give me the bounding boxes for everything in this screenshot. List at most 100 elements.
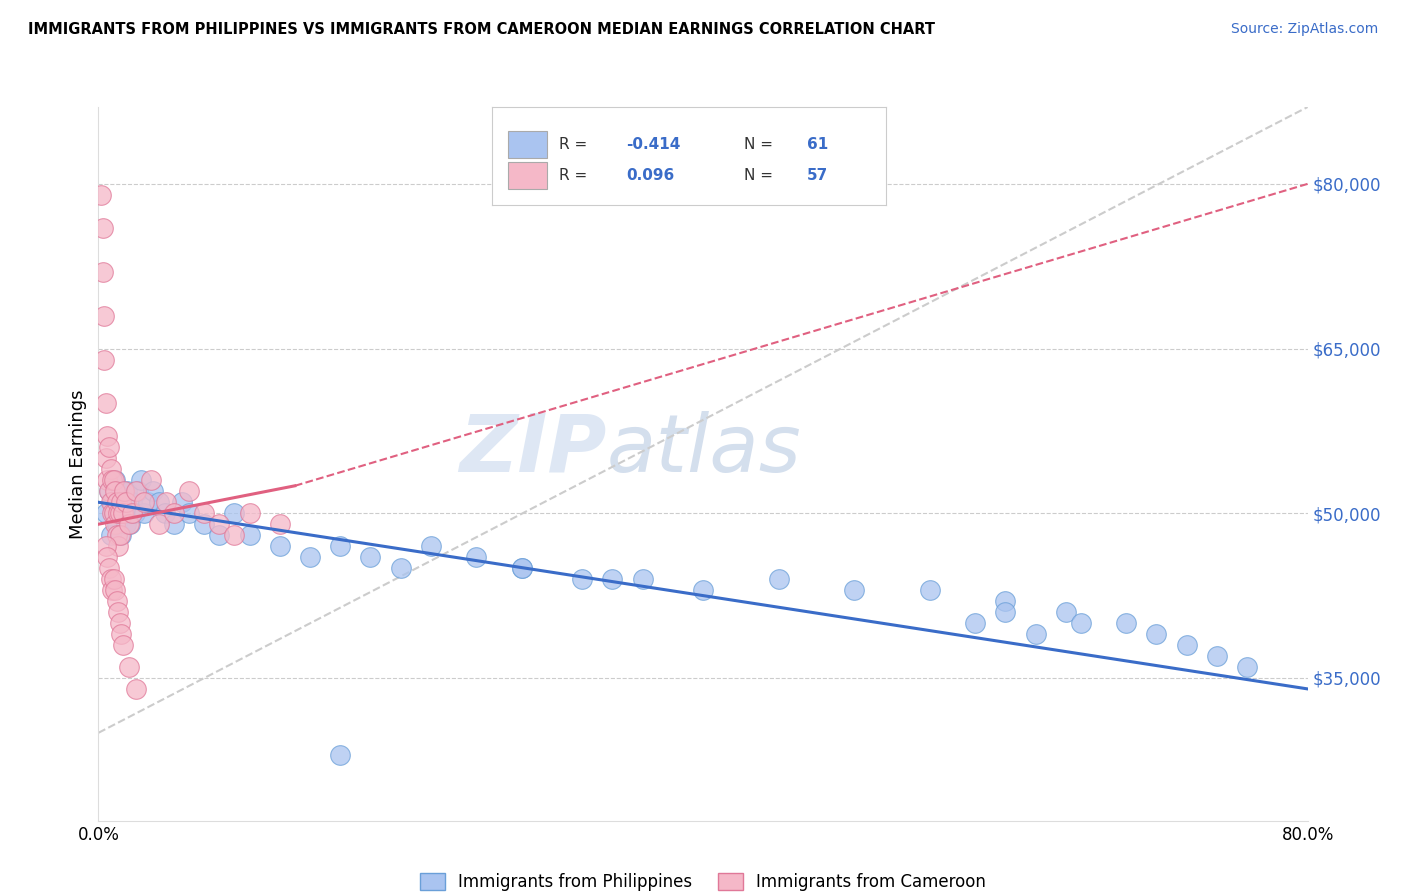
Point: [965, 615, 987, 630]
Point: [129, 473, 152, 487]
Point: [1024, 627, 1046, 641]
Point: [100, 495, 122, 509]
Point: [112, 484, 135, 499]
Point: [571, 572, 593, 586]
Point: [96, 429, 118, 443]
Point: [105, 495, 128, 509]
Point: [100, 572, 122, 586]
Point: [105, 517, 128, 532]
Point: [1175, 638, 1198, 652]
Point: [994, 605, 1017, 619]
Point: [132, 506, 155, 520]
Point: [114, 495, 136, 509]
Point: [101, 506, 124, 520]
Point: [108, 506, 131, 520]
Point: [90, 187, 112, 202]
Point: [239, 506, 262, 520]
Point: [329, 747, 352, 762]
Point: [108, 506, 131, 520]
Point: [631, 572, 654, 586]
Point: [510, 561, 533, 575]
Point: [224, 528, 246, 542]
Point: [120, 517, 142, 532]
Point: [110, 528, 132, 542]
Point: [108, 528, 131, 542]
Point: [155, 495, 177, 509]
Point: [918, 583, 941, 598]
Text: N =: N =: [744, 136, 778, 152]
Point: [1144, 627, 1167, 641]
Point: [1206, 648, 1229, 663]
Point: [193, 517, 215, 532]
Point: [100, 528, 122, 542]
Point: [112, 495, 135, 509]
Point: [136, 495, 159, 509]
Point: [299, 550, 322, 565]
Point: [94, 539, 117, 553]
Text: 61: 61: [807, 136, 828, 152]
Text: N =: N =: [744, 169, 778, 183]
Point: [692, 583, 714, 598]
Point: [105, 594, 128, 608]
Legend: Immigrants from Philippines, Immigrants from Cameroon: Immigrants from Philippines, Immigrants …: [413, 866, 993, 892]
Text: atlas: atlas: [606, 410, 801, 489]
Point: [208, 528, 231, 542]
Point: [107, 495, 129, 509]
Point: [103, 572, 125, 586]
Point: [125, 681, 148, 696]
Point: [105, 528, 128, 542]
Point: [96, 550, 118, 565]
Point: [170, 495, 193, 509]
Point: [101, 583, 124, 598]
Point: [111, 506, 134, 520]
Point: [124, 506, 146, 520]
Point: [1070, 615, 1092, 630]
Point: [360, 550, 382, 565]
Point: [269, 517, 291, 532]
Point: [121, 495, 143, 509]
Point: [91, 265, 114, 279]
Point: [103, 473, 125, 487]
Point: [118, 660, 141, 674]
Point: [110, 495, 132, 509]
Point: [94, 506, 117, 520]
Text: R =: R =: [560, 169, 592, 183]
Point: [96, 473, 118, 487]
Point: [465, 550, 488, 565]
Bar: [508, 162, 547, 189]
Text: 57: 57: [807, 169, 828, 183]
Point: [768, 572, 790, 586]
Point: [193, 506, 215, 520]
Point: [1236, 660, 1258, 674]
Point: [142, 484, 165, 499]
Point: [110, 484, 132, 499]
Point: [94, 396, 117, 410]
Point: [111, 638, 134, 652]
Point: [107, 506, 129, 520]
Point: [103, 506, 125, 520]
Point: [239, 528, 262, 542]
Point: [177, 506, 201, 520]
Point: [100, 462, 122, 476]
Point: [98, 561, 121, 575]
Point: [163, 506, 186, 520]
Point: [104, 473, 127, 487]
Text: Source: ZipAtlas.com: Source: ZipAtlas.com: [1230, 22, 1378, 37]
Point: [389, 561, 412, 575]
Point: [148, 517, 170, 532]
Point: [98, 484, 121, 499]
Point: [1115, 615, 1137, 630]
Point: [419, 539, 441, 553]
Point: [98, 484, 121, 499]
Point: [602, 572, 624, 586]
Point: [269, 539, 291, 553]
Point: [127, 484, 149, 499]
Point: [98, 441, 121, 455]
Point: [94, 451, 117, 466]
Point: [107, 605, 129, 619]
Text: 0.096: 0.096: [626, 169, 675, 183]
Point: [93, 309, 115, 323]
Point: [153, 506, 176, 520]
Point: [101, 473, 124, 487]
Point: [1054, 605, 1077, 619]
